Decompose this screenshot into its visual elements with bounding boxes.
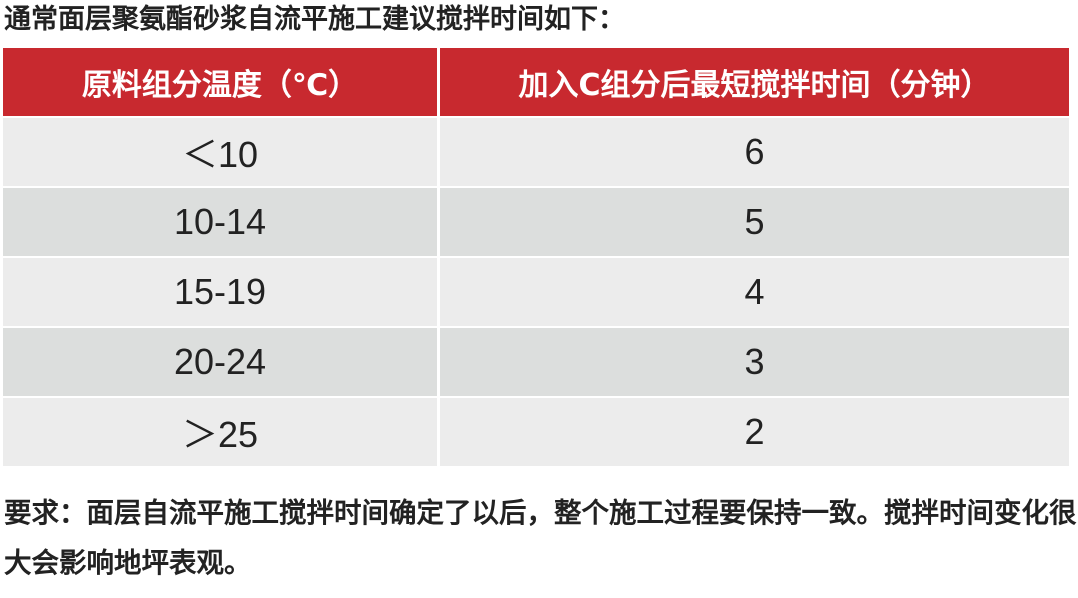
cell-mixing-time: 2 <box>440 398 1069 466</box>
cell-mixing-time: 6 <box>440 118 1069 186</box>
cell-temperature: 20-24 <box>3 328 437 396</box>
mixing-time-table: 原料组分温度（℃） 加入C组分后最短搅拌时间（分钟） ＜10 6 10-14 5… <box>0 46 1072 468</box>
table-row: 15-19 4 <box>3 258 1069 326</box>
table-row: ＜10 6 <box>3 118 1069 186</box>
header-temperature: 原料组分温度（℃） <box>3 48 437 116</box>
table-row: 10-14 5 <box>3 188 1069 256</box>
table-row: ＞25 2 <box>3 398 1069 466</box>
cell-mixing-time: 5 <box>440 188 1069 256</box>
cell-temperature: 10-14 <box>3 188 437 256</box>
cell-temperature: ＞25 <box>3 398 437 466</box>
table-row: 20-24 3 <box>3 328 1069 396</box>
requirement-note: 要求：面层自流平施工搅拌时间确定了以后，整个施工过程要保持一致。搅拌时间变化很大… <box>4 497 1077 579</box>
cell-mixing-time: 3 <box>440 328 1069 396</box>
cell-temperature: 15-19 <box>3 258 437 326</box>
cell-temperature: ＜10 <box>3 118 437 186</box>
table-header-row: 原料组分温度（℃） 加入C组分后最短搅拌时间（分钟） <box>3 48 1069 116</box>
cell-mixing-time: 4 <box>440 258 1069 326</box>
header-mixing-time: 加入C组分后最短搅拌时间（分钟） <box>440 48 1069 116</box>
page-title: 通常面层聚氨酯砂浆自流平施工建议搅拌时间如下： <box>4 4 625 35</box>
